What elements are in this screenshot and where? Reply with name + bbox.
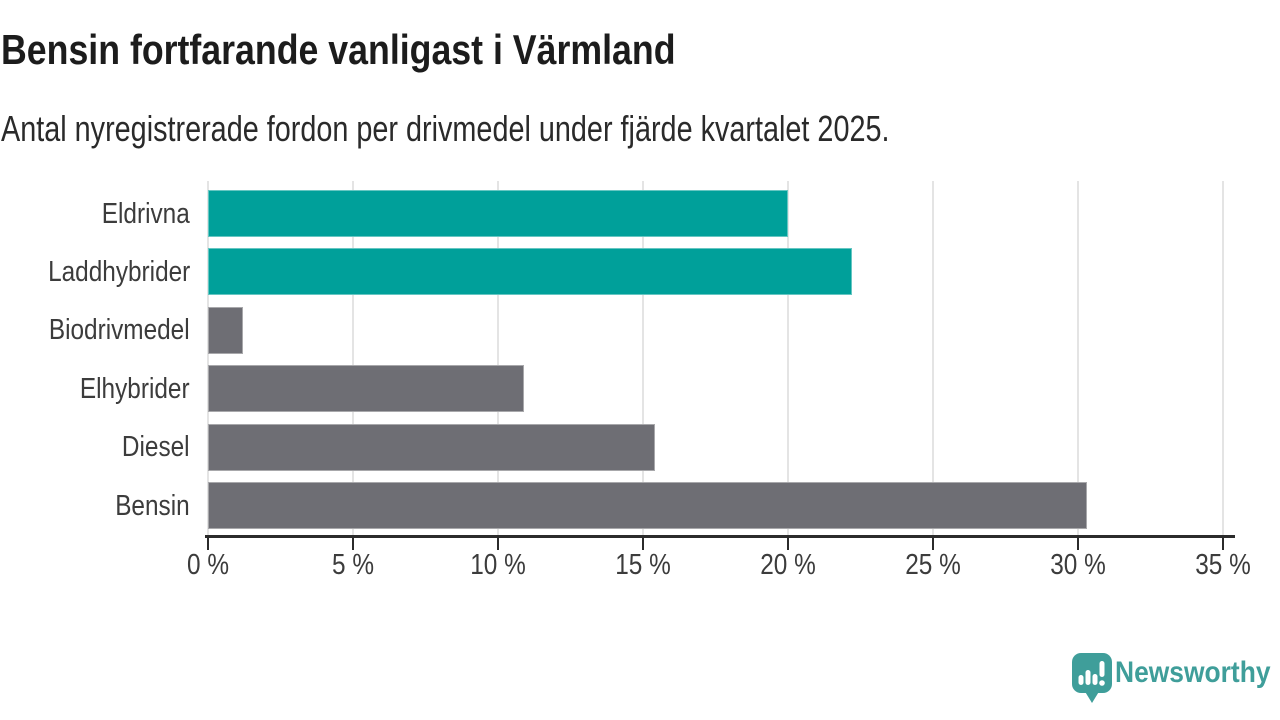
category-axis: Eldrivna Laddhybrider Biodrivmedel Elhybrid… — [0, 181, 190, 581]
x-tick-label: 15 % — [615, 549, 671, 581]
gridline — [352, 181, 354, 535]
bar-laddhybrider — [208, 248, 852, 296]
gridline — [1222, 181, 1224, 535]
x-tick-mark — [1222, 537, 1224, 550]
gridline — [932, 181, 934, 535]
category-label: Elhybrider — [80, 372, 190, 405]
gridline — [1077, 181, 1079, 535]
x-tick-mark — [642, 537, 644, 550]
gridline — [497, 181, 499, 535]
speech-bubble-bar-chart-icon — [1072, 653, 1112, 703]
chart-title: Bensin fortfarande vanligast i Värmland — [1, 26, 676, 73]
x-tick-label: 30 % — [1050, 549, 1106, 581]
x-tick-label: 25 % — [905, 549, 961, 581]
x-tick-label: 35 % — [1195, 549, 1251, 581]
gridline — [207, 181, 209, 535]
category-label: Diesel — [122, 431, 190, 464]
bar-elhybrider — [208, 365, 525, 413]
x-axis-line — [205, 535, 1235, 538]
x-tick-label: 0 % — [187, 549, 229, 581]
plot-area: 0 % 5 % 10 % 15 % 20 % 25 % 30 % 35 % — [187, 181, 1251, 601]
bar-eldrivna — [208, 190, 788, 237]
x-tick-mark — [932, 537, 934, 550]
chart-subtitle: Antal nyregistrerade fordon per drivmede… — [1, 108, 890, 149]
x-tick-mark — [207, 537, 209, 550]
category-label: Biodrivmedel — [49, 314, 190, 347]
x-tick-label: 20 % — [760, 549, 816, 581]
category-label: Laddhybrider — [47, 255, 190, 288]
brand-name: Newsworthy — [1115, 656, 1271, 689]
x-tick-mark — [1077, 537, 1079, 550]
gridline — [787, 181, 789, 535]
bar-biodrivmedel — [208, 306, 243, 354]
x-tick-mark — [352, 537, 354, 550]
category-label: Eldrivna — [101, 197, 190, 230]
x-tick-mark — [497, 537, 499, 550]
x-tick-label: 10 % — [470, 549, 526, 581]
x-tick-mark — [787, 537, 789, 550]
gridline — [642, 181, 644, 535]
bar-bensin — [208, 482, 1087, 530]
category-label: Bensin — [115, 489, 190, 522]
bar-diesel — [208, 423, 655, 471]
x-tick-label: 5 % — [332, 549, 374, 581]
